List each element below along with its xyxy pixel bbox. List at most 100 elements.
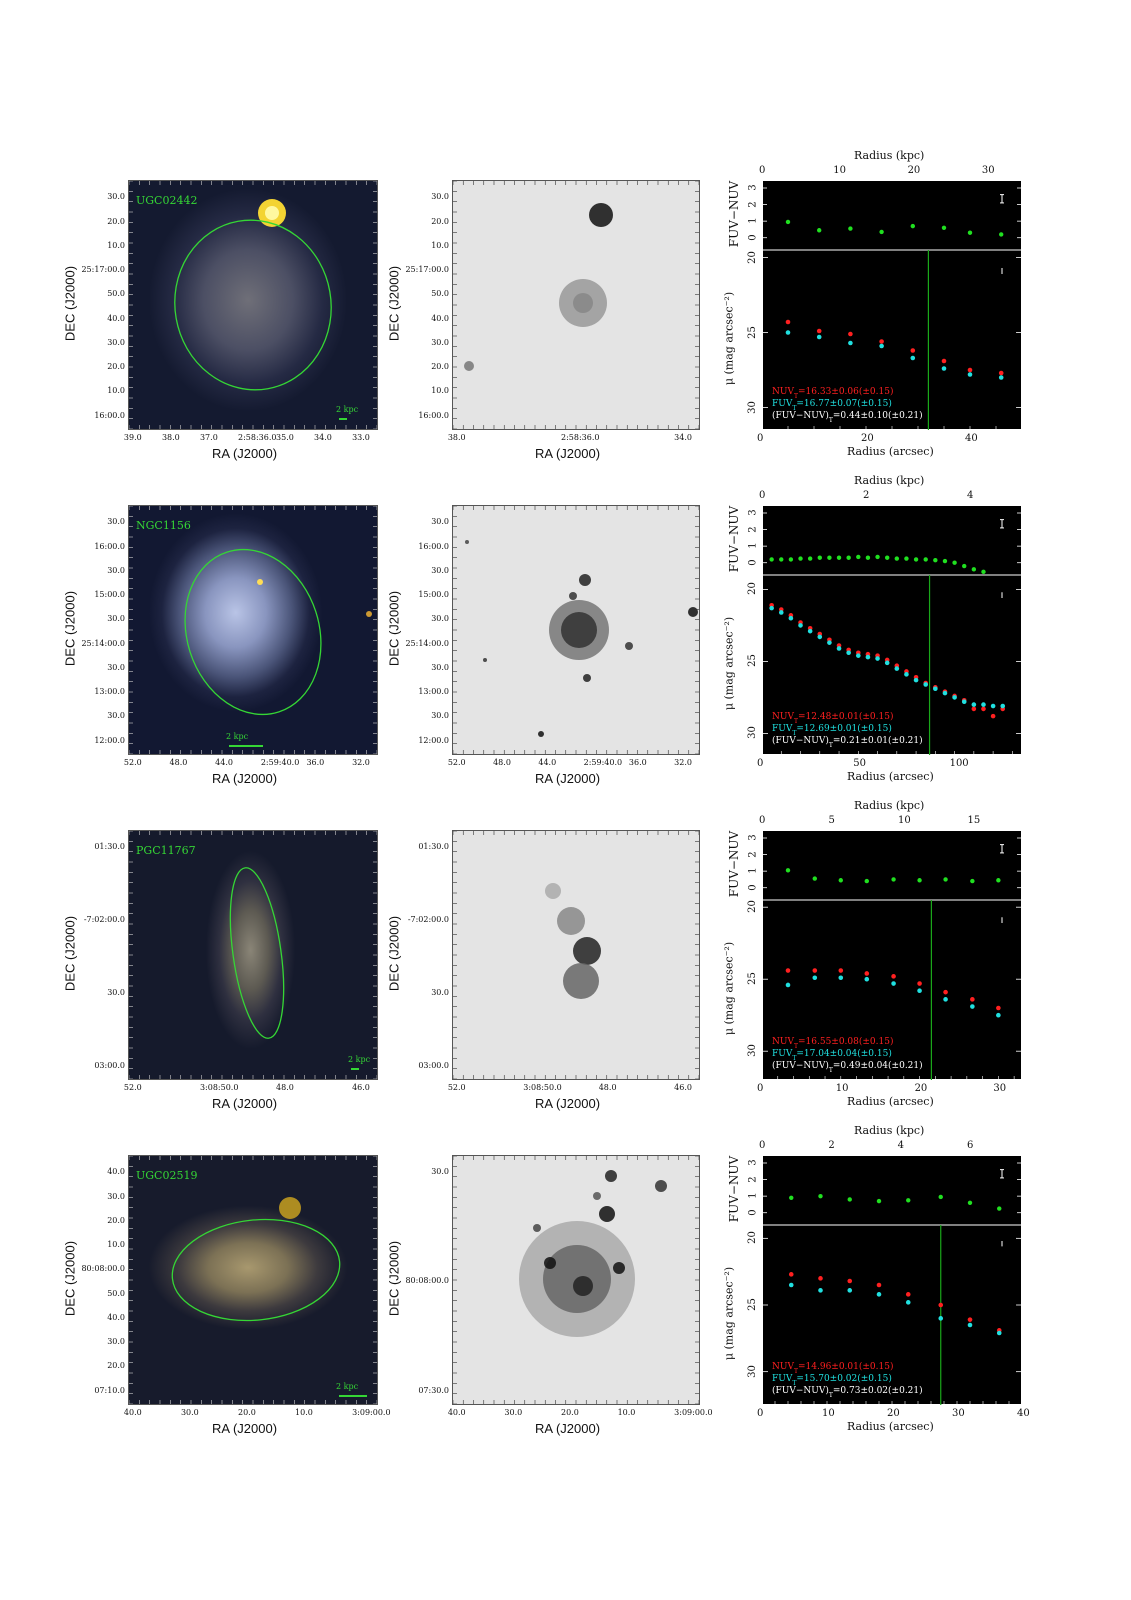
color-point — [906, 1198, 911, 1203]
ra-tick-label: 34.0 — [674, 433, 692, 442]
dec-tick-label: 10.0 — [431, 240, 449, 250]
nuv-point — [917, 981, 922, 986]
nuv-point — [818, 1276, 823, 1281]
nuv-point — [971, 706, 977, 712]
ra-tick-label: 40.0 — [123, 1408, 142, 1417]
ra-tick-label: 44.0 — [538, 758, 557, 767]
color-axis-label: FUV−NUV — [727, 180, 741, 248]
radius-arcsec-axis-label: Radius (arcsec) — [847, 1095, 934, 1108]
color-point — [856, 554, 861, 560]
fuv-point — [971, 702, 977, 707]
ra-tick-label: 2:59:40.0 — [260, 758, 300, 767]
sb-profile-bg — [762, 250, 1022, 430]
color-profile-bg — [762, 830, 1022, 900]
ra-axis-label: RA (J2000) — [212, 1096, 278, 1111]
ra-tick-label: 46.0 — [352, 1083, 370, 1092]
ra-tick-label: 36.0 — [628, 758, 647, 767]
nuv-total-mag: NUVT=14.96±0.01(±0.15) — [772, 1361, 893, 1375]
kpc-tick-label: 10 — [898, 815, 911, 826]
fuv-point — [917, 988, 922, 994]
color-point — [894, 556, 900, 561]
dec-tick-label: 40.0 — [107, 1312, 125, 1322]
color-point — [997, 1206, 1002, 1211]
arcsec-tick-label: 10 — [822, 1408, 835, 1419]
dec-tick-label: 15:00.0 — [418, 590, 449, 600]
color-point — [836, 555, 842, 560]
color-image-panel — [128, 505, 378, 755]
arcsec-tick-label: 20 — [887, 1408, 900, 1419]
kpc-tick-label: 0 — [759, 1140, 766, 1151]
arcsec-tick-label: 10 — [835, 1083, 849, 1094]
arcsec-tick-label: 30 — [993, 1083, 1007, 1094]
color-point — [817, 555, 822, 560]
fuv-point — [817, 634, 823, 640]
color-point — [769, 557, 774, 562]
dec-tick-label: 30.0 — [107, 192, 125, 202]
profile-panel: NUVT=12.48±0.01(±0.15) FUVT=12.69±0.01(±0… — [761, 505, 1022, 755]
nuv-point — [910, 348, 916, 353]
dec-tick-label: 16:00.0 — [418, 410, 449, 420]
dec-tick-label: 12:00.0 — [94, 735, 125, 745]
ra-axis-label: RA (J2000) — [535, 771, 601, 786]
color-tick-label: 1 — [747, 867, 759, 874]
fuv-point — [876, 1292, 882, 1297]
ra-tick-label: 2:58:36.0 — [238, 433, 277, 442]
sb-profile-bg — [762, 900, 1022, 1080]
fuv-point — [938, 1316, 944, 1321]
color-point — [779, 557, 784, 562]
color-image-panel — [128, 830, 378, 1080]
nuv-total-mag: NUVT=16.33±0.06(±0.15) — [772, 386, 893, 400]
nuv-point — [905, 1292, 911, 1297]
nuv-point — [998, 370, 1004, 376]
dec-tick-label: 20.0 — [107, 216, 125, 226]
color-point — [942, 558, 948, 564]
color-point — [971, 567, 977, 572]
dec-axis-label: DEC (J2000) — [386, 265, 402, 342]
fuv-point — [905, 1300, 911, 1305]
dec-tick-label: 20.0 — [107, 1215, 125, 1225]
nuv-point — [967, 367, 973, 373]
fuv-point — [996, 1330, 1002, 1336]
fuv-point — [816, 334, 822, 340]
dec-axis-label: DEC (J2000) — [62, 1240, 78, 1317]
color-tick-label: 2 — [747, 200, 759, 208]
color-point — [904, 556, 909, 561]
color-tick-label: 1 — [747, 542, 759, 549]
kpc-tick-label: 20 — [907, 165, 921, 176]
ra-tick-label: 44.0 — [215, 758, 233, 767]
nuv-total-mag: NUVT=12.48±0.01(±0.15) — [772, 711, 893, 725]
color-tick-label: 2 — [747, 850, 759, 858]
nuv-total-mag: NUVT=16.55±0.08(±0.15) — [772, 1036, 893, 1050]
ra-tick-label: 30.0 — [504, 1408, 523, 1417]
fuv-point — [942, 690, 948, 696]
ra-tick-label: 34.0 — [314, 433, 332, 442]
dec-axis-label: DEC (J2000) — [386, 590, 402, 667]
kpc-tick-label: 0 — [759, 815, 766, 826]
radius-arcsec-axis-label: Radius (arcsec) — [847, 1420, 934, 1433]
dec-tick-label: 15:00.0 — [94, 590, 125, 600]
dec-tick-label: 30.0 — [107, 517, 125, 527]
nuv-point — [938, 1302, 944, 1308]
profile-panel: NUVT=14.96±0.01(±0.15) FUVT=15.70±0.02(±0… — [761, 1155, 1023, 1405]
total-color: (FUV−NUV)T=0.73±0.02(±0.21) — [772, 1385, 923, 1399]
dec-tick-label: 01:30.0 — [94, 842, 125, 852]
dec-tick-label: 50.0 — [107, 289, 125, 299]
dec-tick-label: -7:02:00.0 — [83, 915, 125, 925]
color-tick-label: 0 — [747, 234, 759, 241]
galaxy-name: UGC02519 — [136, 1169, 198, 1182]
total-color: (FUV−NUV)T=0.21±0.01(±0.21) — [772, 735, 923, 749]
mu-tick-label: 30 — [746, 400, 758, 414]
nuv-point — [838, 968, 844, 973]
ra-tick-label: 52.0 — [123, 1083, 142, 1092]
fuv-point — [943, 997, 948, 1002]
ra-tick-label: 3:08:50.0 — [199, 1083, 239, 1092]
color-point — [884, 555, 890, 560]
dec-tick-label: 25:17:00.0 — [81, 265, 125, 275]
kpc-scale-label: 2 kpc — [336, 1382, 359, 1391]
fuv-point — [818, 1288, 823, 1293]
radius-kpc-axis-label: Radius (kpc) — [854, 149, 925, 162]
fuv-point — [812, 975, 818, 981]
fuv-point — [910, 355, 916, 361]
dec-tick-label: 20.0 — [107, 1361, 125, 1371]
dec-tick-label: 20.0 — [431, 216, 449, 226]
